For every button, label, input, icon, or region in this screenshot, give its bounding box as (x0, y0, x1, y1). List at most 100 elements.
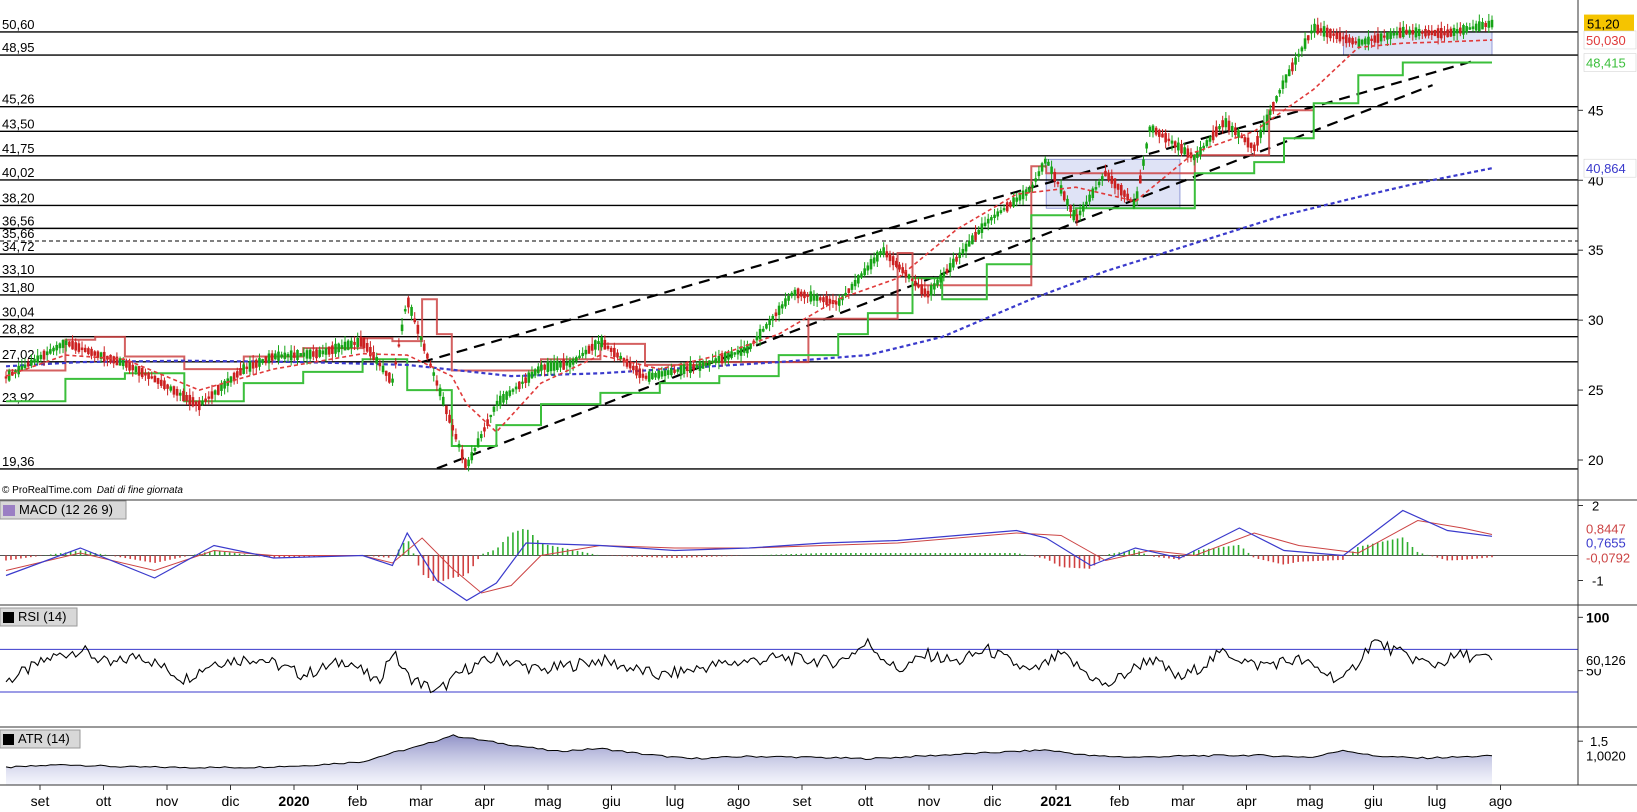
candle-body (1224, 118, 1228, 128)
candle-body (258, 358, 261, 367)
candle-body (137, 366, 141, 376)
candle-body (83, 347, 87, 353)
candle-body (286, 354, 290, 358)
candle-body (1389, 31, 1392, 39)
candle-body (1376, 33, 1380, 43)
candle-body (204, 398, 207, 402)
candle-body (562, 359, 565, 370)
candle-body (796, 288, 800, 299)
x-tick-label-17: feb (1110, 793, 1130, 809)
x-tick-label-14: nov (918, 793, 941, 809)
candle-body (815, 295, 819, 301)
candle-body (1180, 143, 1183, 154)
candle-body (600, 337, 603, 348)
candle-body (403, 309, 407, 312)
candle-body (866, 265, 870, 271)
candle-body (1021, 190, 1025, 200)
candle-body (71, 340, 74, 350)
candle-body (185, 395, 188, 401)
candle-body (87, 348, 90, 355)
candle-body (1373, 35, 1377, 43)
candle-body (1341, 36, 1345, 40)
candle-body (270, 353, 274, 361)
right-label-bg-2 (1583, 158, 1637, 178)
candle-body (857, 275, 860, 284)
candle-body (340, 345, 344, 349)
candle-body (1455, 29, 1459, 34)
candle-body (606, 345, 610, 349)
right-label-1: 48,415 (1586, 56, 1626, 71)
candle-body (885, 251, 889, 258)
last-price-label: 51,20 (1587, 17, 1620, 32)
macd-right-label-bg-0 (1584, 520, 1637, 537)
candle-body (296, 350, 299, 360)
candle-body (853, 279, 857, 287)
candle-body (131, 364, 135, 371)
candle-body (467, 459, 470, 467)
candle-body (708, 360, 711, 366)
candle-body (879, 251, 882, 255)
rsi-last-value: 60,126 (1586, 653, 1626, 668)
candle-body (1329, 28, 1332, 39)
candle-body (660, 371, 664, 377)
candle-body (720, 353, 724, 364)
candle-body (888, 253, 892, 262)
candle-body (517, 381, 521, 390)
candle-body (372, 351, 375, 361)
candle-body (1246, 137, 1250, 148)
candle-body (895, 260, 898, 267)
candle-body (1196, 151, 1199, 158)
candle-body (594, 340, 597, 350)
macd-title-bg (0, 500, 127, 520)
candle-body (692, 364, 695, 370)
candle-body (536, 366, 540, 374)
candle-body (543, 364, 546, 370)
level-label-10: 33,10 (2, 262, 35, 277)
candle-body (245, 366, 249, 369)
candle-body (1433, 29, 1437, 36)
candle-body (343, 341, 347, 351)
atr-last-value: 1,0020 (1586, 749, 1626, 764)
candle-body (1306, 35, 1310, 41)
candle-body (454, 434, 458, 440)
candle-body (115, 356, 119, 366)
candle-body (1316, 24, 1320, 34)
level-label-11: 31,80 (2, 280, 35, 295)
candle-body (1487, 20, 1491, 28)
candle-body (1094, 187, 1098, 190)
candle-body (1436, 28, 1440, 38)
candle-body (733, 352, 737, 355)
candle-body (780, 304, 784, 309)
candle-body (628, 362, 632, 369)
candle-body (4, 376, 8, 379)
candle-body (182, 390, 185, 402)
x-tick-label-13: ott (858, 793, 874, 809)
candle-body (1338, 32, 1342, 42)
candle-body (1240, 135, 1243, 139)
candle-body (451, 425, 455, 431)
candle-body (964, 243, 968, 252)
candle-body (1490, 19, 1494, 28)
candle-body (118, 358, 122, 366)
candle-body (305, 350, 309, 359)
candle-body (445, 405, 448, 415)
candle-body (847, 288, 851, 293)
candle-body (1440, 28, 1443, 39)
candle-body (758, 328, 762, 340)
candle-body (61, 339, 65, 348)
candle-body (121, 359, 125, 367)
candle-body (1294, 57, 1297, 65)
candle-body (264, 356, 268, 364)
candle-body (312, 351, 315, 357)
macd-title: MACD (12 26 9) (19, 502, 113, 517)
candle-body (128, 361, 131, 371)
candle-body (999, 210, 1003, 213)
candle-body (460, 449, 464, 460)
candle-body (771, 315, 775, 321)
candle-body (23, 364, 27, 369)
rsi-title-icon (3, 612, 14, 623)
candle-body (787, 296, 790, 301)
candle-body (901, 267, 904, 274)
candle-body (400, 324, 404, 332)
candle-body (511, 389, 515, 392)
